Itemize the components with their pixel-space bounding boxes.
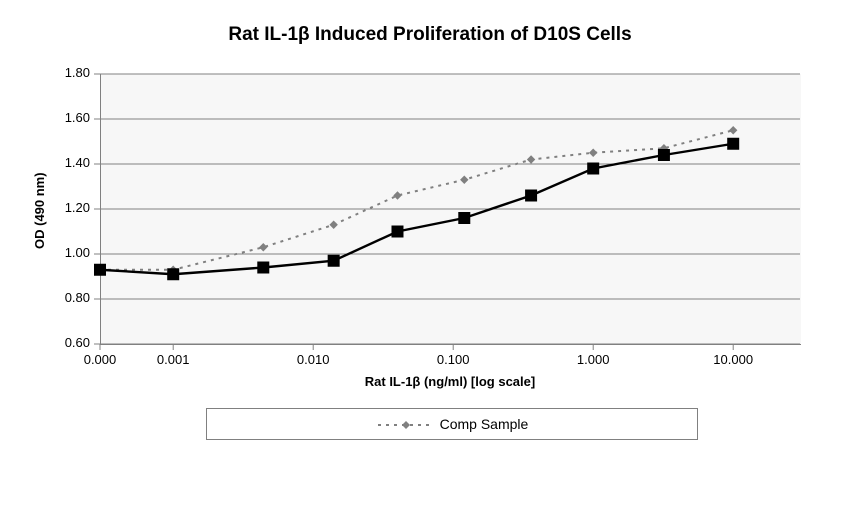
y-tick-label: 1.00 [65,245,90,260]
legend-label: Comp Sample [440,416,529,432]
x-tick-label: 0.010 [289,352,337,367]
x-tick-label: 0.100 [429,352,477,367]
y-tick-label: 1.80 [65,65,90,80]
x-tick-label: 0.001 [149,352,197,367]
y-tick-label: 0.60 [65,335,90,350]
y-tick-label: 1.60 [65,110,90,125]
x-tick-label: 1.000 [569,352,617,367]
x-axis-label: Rat IL-1β (ng/ml) [log scale] [100,374,800,389]
y-axis-label: OD (490 nm) [32,172,47,249]
chart-container: Rat IL-1β Induced Proliferation of D10S … [0,0,860,509]
y-tick-label: 0.80 [65,290,90,305]
legend-box: Comp Sample [206,408,698,440]
legend-marker [376,418,436,432]
x-tick-label: 10.000 [709,352,757,367]
y-tick-label: 1.40 [65,155,90,170]
x-tick-label: 0.000 [76,352,124,367]
y-tick-label: 1.20 [65,200,90,215]
